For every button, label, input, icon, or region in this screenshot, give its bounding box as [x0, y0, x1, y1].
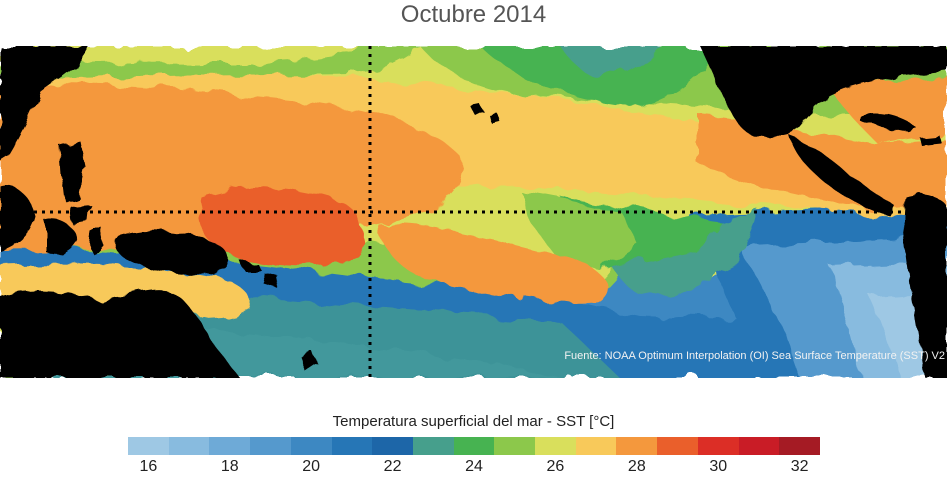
- colorbar-cell: [616, 437, 658, 455]
- colorbar-cell: [209, 437, 251, 455]
- colorbar-title: Temperatura superficial del mar - SST [°…: [332, 413, 615, 430]
- colorbar-cell: [657, 437, 698, 455]
- colorbar-cell: [168, 437, 210, 455]
- sst-map: [0, 46, 947, 378]
- colorbar-tick-label: 28: [627, 458, 646, 475]
- map-title: Octubre 2014: [400, 1, 547, 28]
- colorbar-tick-label: 18: [220, 458, 239, 475]
- colorbar-cell: [494, 437, 536, 455]
- land-masses: [0, 46, 947, 378]
- colorbar-cell: [697, 437, 739, 455]
- colorbar-cell: [372, 437, 413, 455]
- colorbar-cell: [738, 437, 780, 455]
- colorbar-tick-label: 32: [790, 458, 809, 475]
- colorbar-cell: [412, 437, 454, 455]
- colorbar-cell: [453, 437, 495, 455]
- colorbar-cell: [250, 437, 291, 455]
- colorbar-tick-label: 30: [709, 458, 728, 475]
- colorbar-tick-label: 20: [302, 458, 321, 475]
- colorbar-tick-label: 24: [465, 458, 483, 475]
- colorbar-tick-label: 22: [383, 458, 402, 475]
- colorbar-cell: [779, 437, 820, 455]
- source-credit: Fuente: NOAA Optimum Interpolation (OI) …: [564, 350, 945, 362]
- colorbar-tick-label: 26: [546, 458, 565, 475]
- colorbar-ticks: 16 18 20 22 24 26 28 30 32: [128, 458, 820, 480]
- colorbar-cell: [535, 437, 576, 455]
- colorbar-cell: [331, 437, 373, 455]
- colorbar-cell: [575, 437, 617, 455]
- colorbar-cell: [128, 437, 169, 455]
- colorbar: [128, 437, 820, 455]
- colorbar-cell: [290, 437, 332, 455]
- colorbar-tick-label: 16: [139, 458, 158, 475]
